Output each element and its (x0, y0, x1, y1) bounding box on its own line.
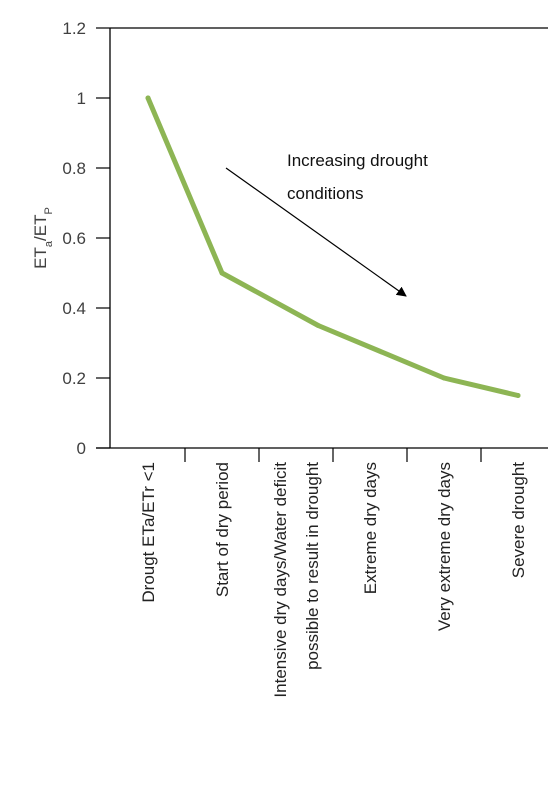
annotation-line-1: Increasing drought (287, 151, 428, 170)
y-tick-label: 1.2 (62, 19, 86, 38)
ylabel-base-1: ET (31, 247, 50, 269)
y-tick-labels: 0 0.2 0.4 0.6 0.8 1 1.2 (62, 19, 86, 458)
y-tick-label: 0.6 (62, 229, 86, 248)
svg-text:ETa/ETP: ETa/ETP (31, 207, 55, 269)
ylabel-sub-1: a (43, 240, 55, 247)
x-category-label-line: Very extreme dry days (435, 462, 454, 631)
trend-arrow (225, 167, 407, 297)
x-category-label: Very extreme dry days (435, 462, 454, 631)
x-category-label-line: Start of dry period (213, 462, 232, 597)
data-point (515, 393, 521, 398)
annotation-line-2: conditions (287, 184, 364, 203)
y-tick-label: 0 (77, 439, 86, 458)
data-point (145, 95, 151, 101)
y-tick-label: 0.4 (62, 299, 86, 318)
x-category-labels: Drougt ETa/ETr <1 Start of dry period Inte… (139, 462, 528, 698)
ylabel-sep: / (31, 236, 50, 241)
x-category-label: Intensive dry days/Water deficit possible… (271, 462, 322, 698)
x-category-label-line: Intensive dry days/Water deficit (271, 462, 290, 698)
series-line (145, 95, 521, 398)
x-category-label: Severe drought (509, 462, 528, 579)
ylabel-base-2: ET (31, 215, 50, 237)
x-category-label: Extreme dry days (361, 462, 380, 594)
x-category-label-line: Severe drought (509, 462, 528, 579)
x-category-label-line: Extreme dry days (361, 462, 380, 594)
x-category-label: Drougt ETa/ETr <1 (139, 462, 158, 603)
ylabel-sub-2: P (43, 207, 55, 214)
series (145, 95, 521, 398)
x-category-label-line: possible to result in drought (303, 462, 322, 670)
y-tick-label: 0.2 (62, 369, 86, 388)
y-tick-label: 0.8 (62, 159, 86, 178)
y-axis-title: ETa/ETP (31, 207, 55, 269)
x-category-label: Start of dry period (213, 462, 232, 597)
data-point (315, 323, 321, 328)
annotation: Increasing drought conditions (225, 151, 428, 297)
data-point (441, 375, 447, 381)
x-category-label-line: Drougt ETa/ETr <1 (139, 462, 158, 603)
y-tick-label: 1 (77, 89, 86, 108)
data-point (219, 270, 225, 276)
tick-marks (96, 27, 482, 462)
